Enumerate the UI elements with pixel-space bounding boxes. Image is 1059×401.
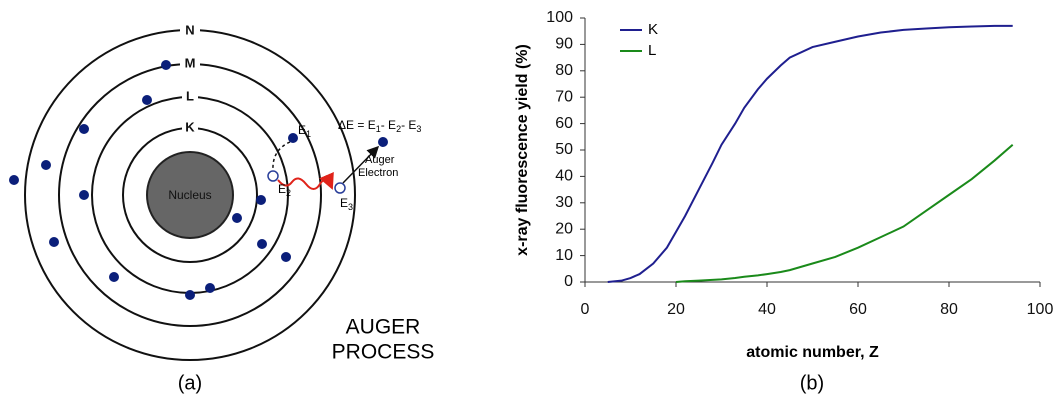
level-label: E3 bbox=[340, 196, 353, 212]
label-sub: 1 bbox=[306, 129, 311, 139]
x-tick-label: 0 bbox=[581, 301, 590, 318]
shell-label: L bbox=[186, 88, 194, 103]
electron bbox=[142, 95, 152, 105]
y-tick-label: 40 bbox=[555, 168, 573, 185]
electron bbox=[79, 190, 89, 200]
label-text: E bbox=[340, 196, 348, 210]
y-tick-label: 80 bbox=[555, 62, 573, 79]
y-axis-label: x-ray fluorescence yield (%) bbox=[514, 44, 531, 256]
shell-label: N bbox=[185, 22, 194, 37]
vacancy bbox=[267, 170, 279, 182]
eq-part: ΔE = E bbox=[338, 118, 376, 132]
eq-part: - E bbox=[381, 118, 396, 132]
transition-arrow bbox=[272, 141, 291, 171]
level-label: E1 bbox=[298, 123, 311, 139]
y-tick-label: 100 bbox=[546, 9, 573, 26]
legend-label: K bbox=[648, 21, 658, 38]
auger-label: Electron bbox=[358, 167, 398, 179]
label-sub: 3 bbox=[348, 202, 353, 212]
electron bbox=[288, 133, 298, 143]
y-tick-label: 50 bbox=[555, 141, 573, 158]
electron bbox=[161, 60, 171, 70]
electron bbox=[232, 213, 242, 223]
y-tick-label: 60 bbox=[555, 115, 573, 132]
y-tick-label: 0 bbox=[564, 273, 573, 290]
auger-label: Auger bbox=[365, 154, 395, 166]
y-tick-label: 70 bbox=[555, 88, 573, 105]
electrons bbox=[9, 60, 388, 300]
atom-diagram: Nucleus N M L K bbox=[9, 22, 434, 394]
x-tick-label: 60 bbox=[849, 301, 867, 318]
electron bbox=[281, 252, 291, 262]
electron bbox=[257, 239, 267, 249]
vacancy bbox=[334, 182, 346, 194]
electron bbox=[49, 237, 59, 247]
x-axis-label: atomic number, Z bbox=[746, 344, 879, 361]
electron bbox=[256, 195, 266, 205]
nucleus bbox=[146, 151, 234, 239]
process-label: AUGER bbox=[346, 316, 421, 339]
eq-part: - E bbox=[401, 118, 416, 132]
y-tick-label: 90 bbox=[555, 36, 573, 53]
electron bbox=[109, 272, 119, 282]
electron bbox=[9, 175, 19, 185]
level-label: E2 bbox=[278, 182, 291, 198]
panel-label: (a) bbox=[178, 372, 202, 394]
shell-label: K bbox=[185, 119, 195, 134]
nucleus-label: Nucleus bbox=[168, 188, 211, 202]
label-bg bbox=[182, 89, 198, 105]
label-sub: 2 bbox=[286, 188, 291, 198]
x-tick-label: 20 bbox=[667, 301, 685, 318]
x-tick-label: 100 bbox=[1027, 301, 1054, 318]
legend-label: L bbox=[648, 42, 656, 59]
process-label: PROCESS bbox=[332, 341, 435, 364]
series-line bbox=[675, 143, 1014, 283]
emission-arrow bbox=[342, 145, 380, 184]
x-tick-label: 80 bbox=[940, 301, 958, 318]
shell-label: M bbox=[185, 55, 196, 70]
eq-sub: 3 bbox=[416, 124, 421, 134]
eq-sub: 1 bbox=[376, 124, 381, 134]
electron bbox=[41, 160, 51, 170]
energy-equation: ΔE = E1- E2- E3 bbox=[338, 118, 421, 134]
label-bg bbox=[180, 56, 200, 72]
label-text: E bbox=[298, 123, 306, 137]
y-tick-label: 20 bbox=[555, 220, 573, 237]
label-text: E bbox=[278, 182, 286, 196]
photon-arrow bbox=[277, 171, 334, 190]
series-line bbox=[607, 24, 1013, 283]
eq-sub: 2 bbox=[396, 124, 401, 134]
x-tick-label: 40 bbox=[758, 301, 776, 318]
label-bg bbox=[182, 120, 198, 136]
label-bg bbox=[180, 22, 200, 38]
panel-label: (b) bbox=[800, 372, 824, 394]
electron bbox=[205, 283, 215, 293]
chart: 0 10 20 30 40 50 60 70 80 90 100 0 20 40 60 80 100 atomic… bbox=[514, 9, 1053, 361]
electron bbox=[79, 124, 89, 134]
electron bbox=[185, 290, 195, 300]
y-tick-label: 30 bbox=[555, 194, 573, 211]
auger-electron bbox=[378, 137, 388, 147]
y-tick-label: 10 bbox=[555, 247, 573, 264]
